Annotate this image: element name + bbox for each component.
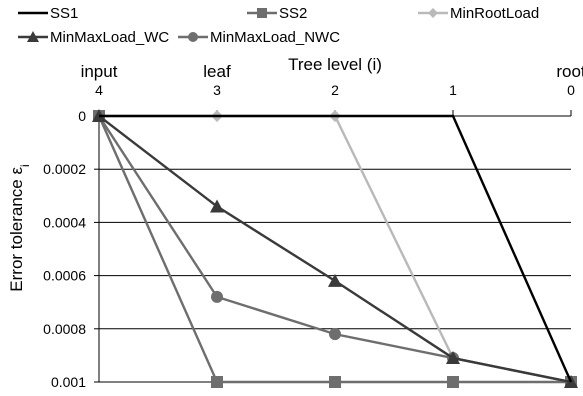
legend-label: MinRootLoad (450, 5, 539, 22)
top-category-label: leaf (203, 62, 231, 81)
legend-swatch-marker (27, 31, 39, 42)
y-axis-title: Error tolerance εi (7, 164, 32, 291)
series-line (99, 114, 572, 384)
y-tick-label: 0.0002 (43, 161, 86, 177)
legend-item: MinMaxLoad_WC (18, 29, 169, 46)
series-line (97, 115, 571, 384)
series-minmaxload-nwc (93, 110, 577, 388)
legend-swatch-marker (257, 8, 267, 18)
y-axis-ticks: 0 0.0002 0.0004 0.0006 0.0008 0.001 (43, 108, 99, 390)
series-minrootload (93, 110, 577, 388)
y-tick-label: 0.0008 (43, 321, 86, 337)
y-axis-title-group: Error tolerance εi (7, 164, 32, 291)
legend-label: MinMaxLoad_NWC (210, 29, 340, 46)
legend-label: SS2 (279, 5, 307, 22)
legend: SS1 SS2 MinRootLoad MinMaxLoad_WC MinMaxLoad… (18, 5, 539, 46)
data-point (328, 273, 342, 287)
data-point (211, 376, 223, 388)
legend-item: SS1 (18, 5, 78, 22)
legend-item: MinRootLoad (418, 5, 539, 22)
legend-item: MinMaxLoad_NWC (178, 29, 340, 46)
y-axis-title-subscript: i (18, 164, 32, 167)
legend-swatch-marker (188, 32, 198, 42)
top-category-labels: input leaf root (81, 62, 583, 81)
top-category-label: root (556, 62, 583, 81)
series-ss2 (93, 110, 577, 388)
x-axis-title: Tree level (i) (288, 55, 382, 74)
x-tick-label: 2 (331, 82, 339, 98)
data-point (329, 376, 341, 388)
y-axis-title-text: Error tolerance ε (7, 167, 26, 292)
series-line (98, 115, 572, 384)
legend-swatch-marker (428, 8, 438, 18)
y-tick-label: 0.0006 (43, 268, 86, 284)
legend-item: SS2 (247, 5, 307, 22)
series-line (97, 115, 572, 384)
data-point (447, 376, 459, 388)
y-tick-label: 0.0004 (43, 214, 86, 230)
series-minmaxload-wc (92, 109, 578, 388)
legend-label: SS1 (50, 5, 78, 22)
grid-lines (98, 115, 571, 383)
data-point (329, 328, 341, 341)
data-point (211, 290, 223, 303)
y-tick-label: 0 (78, 108, 86, 124)
series-layer (92, 109, 578, 388)
legend-label: MinMaxLoad_WC (50, 29, 169, 46)
x-tick-label: 0 (567, 82, 575, 98)
top-category-label: input (81, 62, 118, 81)
data-point (446, 351, 460, 365)
data-point (210, 199, 224, 213)
x-tick-label: 1 (449, 82, 457, 98)
series-ss1 (99, 114, 573, 383)
y-tick-label: 0.001 (51, 374, 86, 390)
x-tick-label: 3 (213, 82, 221, 98)
series-line (99, 114, 573, 383)
x-tick-label: 4 (95, 82, 103, 98)
